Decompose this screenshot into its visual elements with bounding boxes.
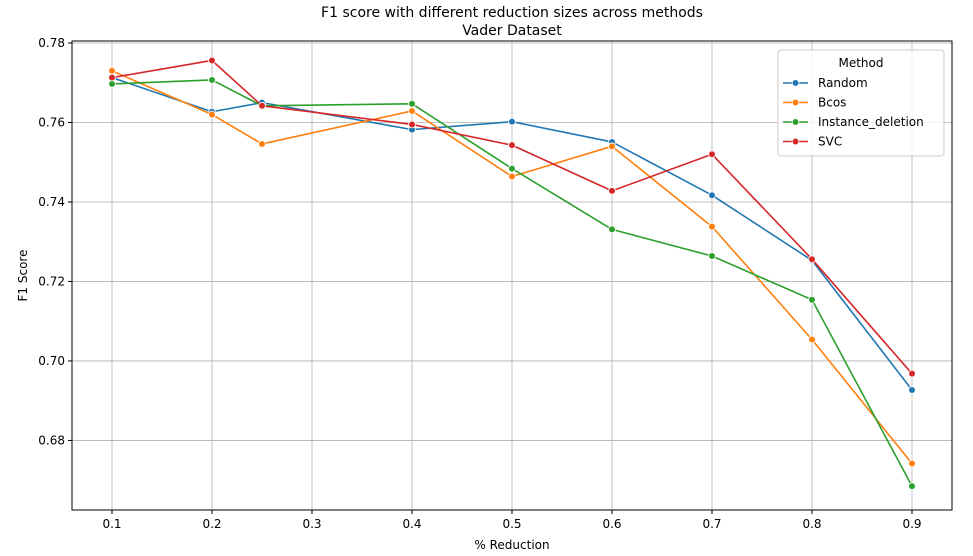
x-tick-label: 0.5: [502, 517, 521, 531]
legend-item-bcos: Bcos: [783, 96, 846, 110]
data-point-instance-deletion: [108, 80, 116, 88]
data-point-instance-deletion: [608, 225, 616, 234]
legend-label: Bcos: [818, 96, 846, 110]
legend-label: Instance_deletion: [818, 115, 924, 129]
legend-item-random: Random: [783, 76, 868, 90]
legend-label: SVC: [818, 135, 842, 149]
data-point-instance-deletion: [808, 295, 816, 304]
y-tick-label: 0.78: [38, 36, 65, 50]
data-point-random: [708, 191, 716, 200]
legend-item-instance-deletion: Instance_deletion: [783, 115, 924, 129]
data-point-svc: [208, 56, 216, 65]
x-tick-label: 0.1: [102, 517, 121, 531]
data-point-svc: [608, 187, 616, 195]
y-tick-label: 0.72: [38, 274, 65, 288]
legend-label: Random: [818, 76, 868, 90]
legend-marker: [791, 79, 800, 87]
data-point-svc: [408, 120, 416, 129]
legend-item-svc: SVC: [783, 135, 842, 149]
legend: Method Random Bcos Instance_deletion SVC: [777, 49, 945, 157]
data-point-svc: [708, 150, 716, 159]
x-tick-label: 0.8: [802, 517, 821, 531]
x-tick-label: 0.6: [602, 517, 621, 531]
x-axis-label: % Reduction: [474, 538, 549, 552]
data-point-svc: [508, 141, 516, 149]
data-point-instance-deletion: [408, 99, 416, 108]
data-point-random: [508, 117, 516, 126]
data-point-bcos: [508, 172, 516, 181]
data-point-bcos: [208, 110, 216, 119]
data-point-instance-deletion: [508, 164, 516, 173]
data-point-bcos: [708, 222, 716, 231]
data-point-svc: [808, 255, 816, 264]
y-axis-ticks: 0.68 0.70 0.72 0.74 0.76 0.78: [38, 36, 72, 447]
y-tick-label: 0.74: [38, 195, 65, 209]
y-tick-label: 0.70: [38, 354, 65, 368]
x-tick-label: 0.3: [302, 517, 321, 531]
data-point-svc: [908, 369, 916, 378]
x-axis-ticks: 0.1 0.2 0.3 0.4 0.5 0.6 0.7 0.8 0.9: [102, 510, 922, 531]
data-point-instance-deletion: [208, 76, 216, 84]
data-point-bcos: [608, 142, 616, 151]
data-point-bcos: [808, 335, 816, 344]
y-tick-label: 0.68: [38, 433, 65, 447]
data-point-bcos: [258, 140, 266, 148]
series-svc: [108, 56, 916, 378]
y-tick-label: 0.76: [38, 115, 65, 129]
data-point-instance-deletion: [908, 482, 916, 490]
legend-box: [777, 49, 945, 157]
series-bcos: [108, 67, 916, 468]
x-tick-label: 0.2: [202, 517, 221, 531]
data-point-svc: [258, 101, 266, 110]
legend-marker: [791, 137, 800, 146]
x-tick-label: 0.4: [402, 517, 421, 531]
data-point-bcos: [908, 459, 916, 468]
chart-title: F1 score with different reduction sizes …: [321, 5, 703, 21]
y-axis-label: F1 Score: [16, 250, 30, 302]
x-tick-label: 0.9: [902, 517, 921, 531]
data-point-svc: [108, 73, 116, 82]
data-point-bcos: [408, 107, 416, 115]
legend-marker: [791, 118, 800, 126]
legend-marker: [791, 98, 800, 107]
chart-subtitle: Vader Dataset: [462, 23, 562, 39]
legend-title: Method: [838, 56, 883, 70]
data-point-instance-deletion: [708, 252, 716, 260]
data-point-bcos: [108, 67, 116, 75]
series-lines: [108, 56, 916, 490]
x-tick-label: 0.7: [702, 517, 721, 531]
data-point-random: [908, 386, 916, 394]
